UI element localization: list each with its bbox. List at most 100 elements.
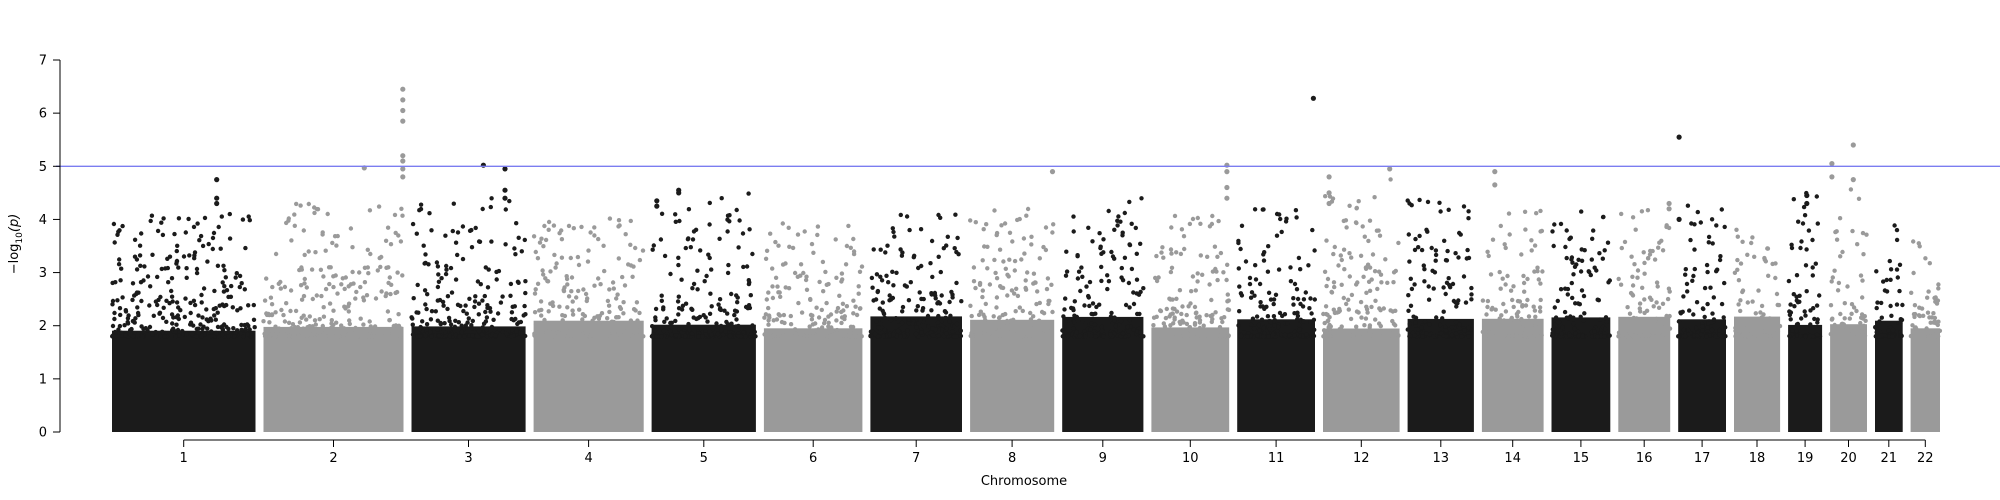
data-point: [1756, 288, 1761, 293]
data-point: [1804, 289, 1809, 294]
data-point: [1603, 326, 1608, 332]
data-point: [1660, 248, 1666, 253]
chromosome-4-point-body: [533, 320, 644, 432]
data-point: [898, 247, 903, 252]
data-point: [1362, 234, 1368, 239]
data-point: [723, 329, 728, 334]
data-point: [783, 261, 788, 266]
data-point: [237, 273, 243, 279]
data-point: [1631, 321, 1637, 327]
data-point: [1563, 244, 1568, 250]
data-point: [1120, 230, 1125, 235]
data-point: [1791, 197, 1797, 202]
data-point: [1810, 273, 1816, 278]
data-point: [140, 334, 145, 339]
data-point: [605, 321, 610, 327]
data-point: [1628, 327, 1633, 332]
data-point: [508, 293, 513, 298]
data-point: [1651, 334, 1656, 339]
data-point: [935, 320, 941, 325]
data-point: [1193, 311, 1199, 316]
data-point: [267, 320, 272, 325]
data-point: [738, 334, 744, 339]
data-point: [169, 276, 175, 281]
data-point: [1576, 257, 1581, 262]
data-point: [687, 327, 692, 333]
data-point: [799, 310, 805, 315]
data-point: [410, 322, 415, 327]
data-point: [928, 261, 933, 266]
data-point: [137, 253, 143, 258]
data-point: [1021, 333, 1026, 338]
data-point: [1642, 260, 1647, 266]
data-point: [500, 329, 505, 334]
data-point: [1503, 245, 1508, 251]
data-point: [1297, 327, 1302, 332]
data-point: [1516, 321, 1522, 326]
data-point: [1722, 224, 1727, 230]
data-point: [1259, 317, 1265, 322]
data-point: [978, 331, 983, 336]
data-point: [950, 329, 955, 334]
data-point: [602, 268, 607, 274]
data-point: [436, 333, 442, 338]
data-point: [1300, 304, 1306, 309]
data-point: [1466, 334, 1471, 339]
data-point: [968, 218, 973, 223]
data-point: [1312, 297, 1318, 302]
data-point: [301, 228, 306, 233]
data-point: [1521, 273, 1526, 279]
data-point: [1250, 316, 1256, 321]
data-point: [953, 212, 958, 217]
data-point: [1338, 328, 1343, 333]
data-point: [1804, 247, 1809, 252]
data-point: [1533, 314, 1538, 319]
x-tick-label-chr-2: 2: [329, 451, 337, 466]
data-point: [1592, 329, 1597, 334]
data-point: [1627, 311, 1633, 316]
data-point: [851, 236, 856, 242]
data-point: [463, 303, 468, 308]
data-point: [1326, 331, 1331, 336]
data-point: [1197, 314, 1202, 319]
data-point: [1135, 311, 1140, 317]
data-point: [840, 301, 846, 306]
data-point: [958, 328, 963, 333]
y-tick-label: 2: [39, 319, 47, 334]
data-point: [460, 256, 466, 262]
data-point: [1810, 265, 1815, 270]
data-point: [1711, 295, 1717, 300]
data-point: [1337, 334, 1342, 339]
data-point: [891, 229, 896, 235]
data-point: [137, 243, 143, 248]
x-tick-label-chr-12: 12: [1353, 451, 1370, 466]
data-point: [1239, 293, 1245, 298]
data-point: [1684, 281, 1690, 287]
data-point: [970, 333, 975, 339]
data-point: [273, 324, 278, 329]
data-point: [707, 311, 713, 316]
data-point: [618, 306, 624, 311]
data-point: [994, 276, 1000, 281]
data-point: [686, 207, 692, 212]
data-point: [1153, 275, 1158, 281]
data-point: [732, 312, 737, 318]
data-point: [793, 331, 798, 336]
data-point: [1501, 318, 1507, 323]
data-point: [705, 319, 710, 324]
data-point: [1409, 286, 1415, 292]
data-point: [115, 298, 120, 303]
data-point: [1077, 333, 1083, 339]
data-point: [734, 207, 739, 213]
data-point: [1387, 330, 1392, 335]
data-point: [981, 227, 986, 232]
data-point: [310, 332, 315, 338]
data-point: [739, 326, 745, 331]
data-point: [1830, 330, 1835, 335]
data-point: [208, 334, 214, 339]
data-point: [766, 305, 771, 311]
data-point: [1446, 207, 1451, 212]
data-point: [1538, 309, 1543, 314]
data-point: [1367, 288, 1373, 293]
data-point: [299, 265, 304, 270]
